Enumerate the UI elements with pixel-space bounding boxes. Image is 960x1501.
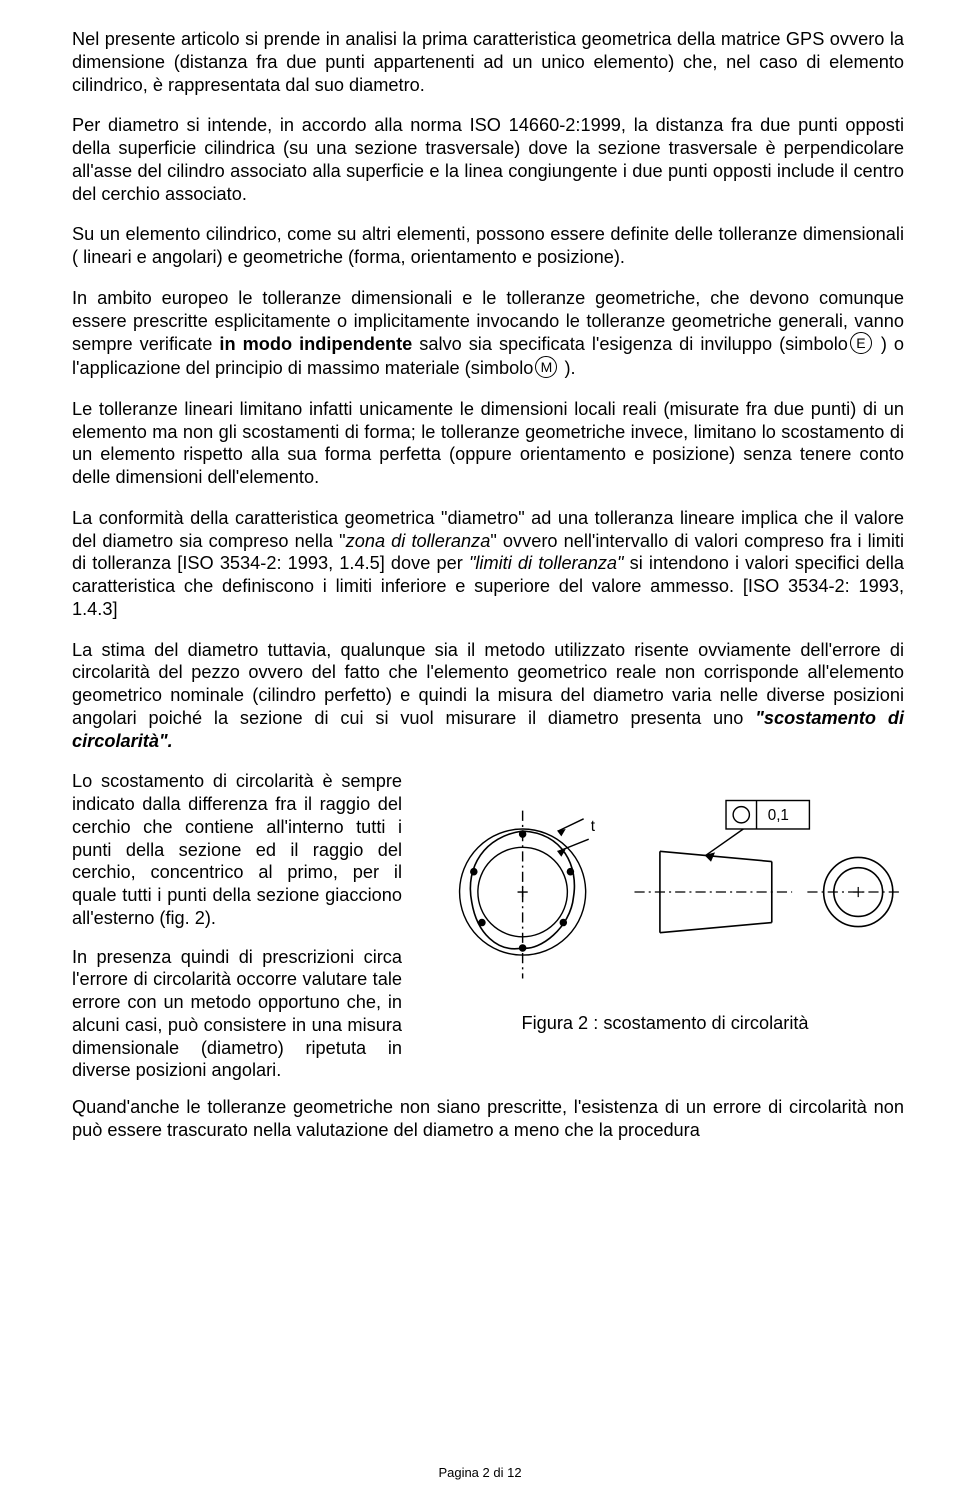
envelope-symbol-icon: E (850, 332, 872, 354)
paragraph-10: Quand'anche le tolleranze geometriche no… (72, 1096, 904, 1142)
p6-italic-1: zona di tolleranza (346, 531, 491, 551)
paragraph-2: Per diametro si intende, in accordo alla… (72, 114, 904, 205)
circularity-figure-icon: t 0, (426, 770, 904, 994)
max-material-symbol-icon: M (535, 356, 557, 378)
figure-2-container: t 0, (426, 770, 904, 1034)
tolerance-value: 0,1 (768, 807, 789, 824)
paragraph-3: Su un elemento cilindrico, come su altri… (72, 223, 904, 269)
paragraph-4: In ambito europeo le tolleranze dimensio… (72, 287, 904, 380)
document-page: Nel presente articolo si prende in anali… (0, 0, 960, 1501)
figure-row: Lo scostamento di circolarità è sempre i… (72, 770, 904, 1082)
paragraph-5: Le tolleranze lineari limitano infatti u… (72, 398, 904, 489)
paragraph-1: Nel presente articolo si prende in anali… (72, 28, 904, 96)
figure-row-left-text: Lo scostamento di circolarità è sempre i… (72, 770, 402, 1082)
paragraph-7: La stima del diametro tuttavia, qualunqu… (72, 639, 904, 753)
figure-2-caption: Figura 2 : scostamento di circolarità (521, 1012, 808, 1035)
paragraph-6: La conformità della caratteristica geome… (72, 507, 904, 621)
paragraph-8: Lo scostamento di circolarità è sempre i… (72, 770, 402, 929)
paragraph-9: In presenza quindi di prescrizioni circa… (72, 946, 402, 1083)
page-footer: Pagina 2 di 12 (0, 1465, 960, 1481)
t-label: t (591, 818, 596, 835)
p4-text-e: ). (559, 358, 575, 378)
p4-text-c: salvo sia specificata l'esigenza di invi… (412, 334, 848, 354)
p4-bold: in modo indipendente (219, 334, 412, 354)
p6-italic-2: "limiti di tolleranza" (469, 553, 624, 573)
